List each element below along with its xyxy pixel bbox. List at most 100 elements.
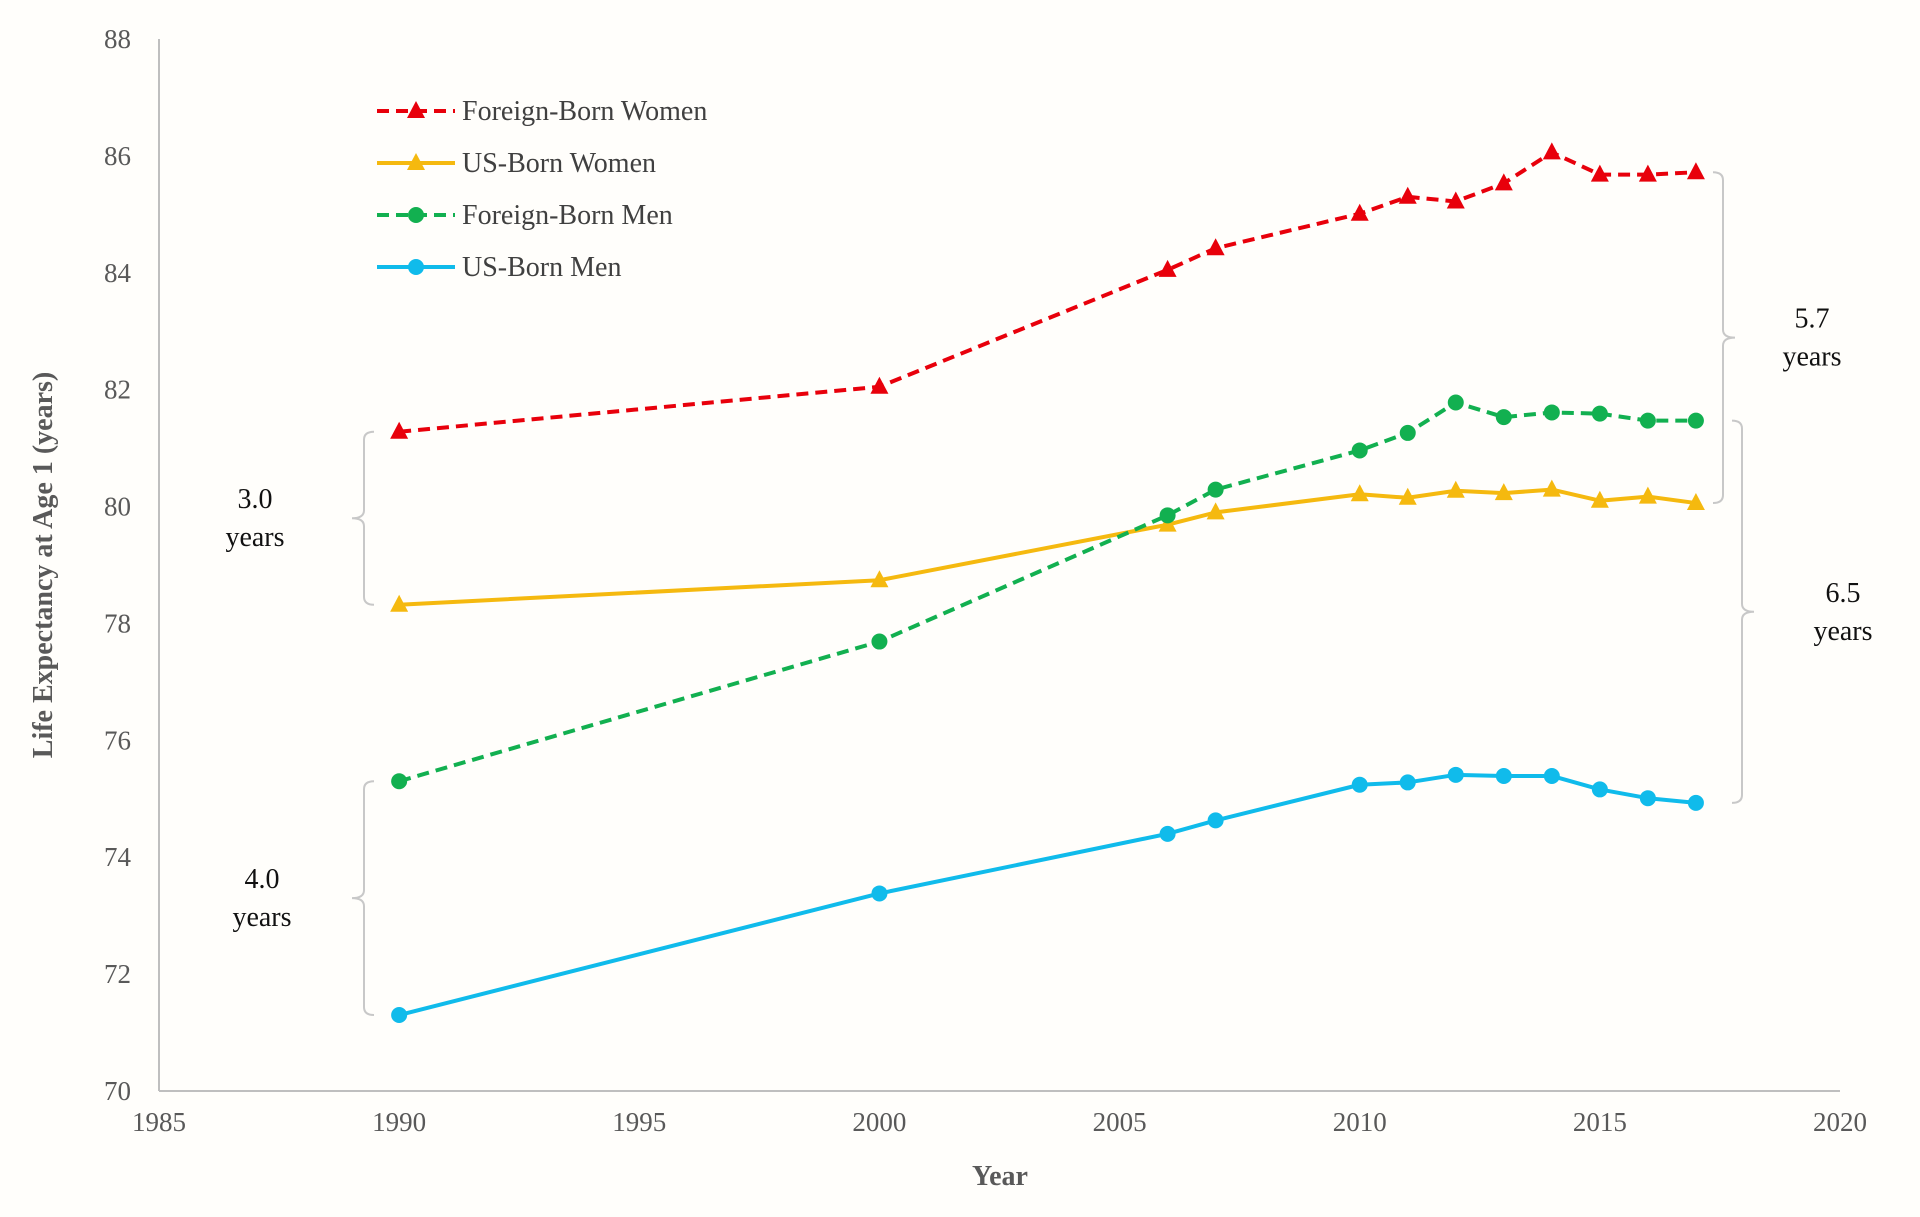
- legend-label: Foreign-Born Women: [462, 96, 707, 127]
- y-tick-label: 78: [104, 608, 131, 638]
- series-line: [398, 400, 1696, 784]
- legend: Foreign-Born Women US-Born Women Foreign-B…: [377, 96, 707, 283]
- data-point: [1350, 484, 1369, 502]
- series-line: [398, 772, 1697, 1017]
- series-group: [390, 142, 1705, 1024]
- brace-icon: [1712, 171, 1736, 505]
- data-point: [871, 633, 888, 650]
- legend-item: Foreign-Born Women: [377, 96, 707, 127]
- gap-annotation: 3.0 years: [225, 430, 375, 606]
- x-tick-label: 2020: [1813, 1107, 1867, 1137]
- legend-label: US-Born Men: [462, 252, 621, 283]
- gap-annotation: 5.7 years: [1712, 171, 1842, 505]
- data-point: [1543, 404, 1560, 421]
- data-point: [1590, 490, 1609, 508]
- data-point: [1206, 502, 1225, 520]
- y-tick-label: 86: [104, 141, 131, 171]
- data-point: [1686, 162, 1705, 180]
- data-point: [390, 421, 409, 439]
- data-point: [1686, 493, 1705, 511]
- data-point: [870, 376, 889, 394]
- data-point: [1446, 191, 1465, 209]
- y-tick-label: 74: [104, 842, 132, 872]
- data-point: [1159, 825, 1176, 842]
- data-point: [1542, 142, 1561, 160]
- data-point: [1687, 412, 1704, 429]
- y-tick-label: 84: [104, 258, 132, 288]
- x-tick-label: 2005: [1093, 1107, 1147, 1137]
- data-point: [1638, 164, 1657, 182]
- data-point: [391, 1007, 408, 1024]
- y-tick-label: 88: [104, 24, 131, 54]
- data-point: [1590, 164, 1609, 182]
- data-point: [1494, 483, 1513, 501]
- y-tick-label: 70: [104, 1076, 131, 1106]
- data-point: [1639, 412, 1656, 429]
- data-point: [1350, 203, 1369, 221]
- series-us-born-men: [391, 766, 1704, 1024]
- data-point: [1206, 238, 1225, 256]
- annotation-value: 4.0: [245, 864, 280, 895]
- data-point: [1351, 442, 1368, 459]
- annotation-value: 6.5: [1826, 578, 1861, 609]
- annotation-unit: years: [1782, 342, 1841, 373]
- x-tick-label: 2010: [1333, 1107, 1387, 1137]
- legend-marker: [408, 207, 424, 223]
- data-point: [1687, 794, 1704, 811]
- y-axis-title: Life Expectancy at Age 1 (years): [28, 372, 59, 758]
- axes: 70 72 74 76 78 80 82 84 86 88 1985 1990 1995 2000 2005…: [104, 24, 1867, 1137]
- data-point: [870, 570, 889, 588]
- annotation-unit: years: [1813, 616, 1872, 647]
- data-point: [1591, 781, 1608, 798]
- series-line: [399, 487, 1697, 607]
- data-point: [871, 885, 888, 902]
- data-point: [1494, 173, 1513, 191]
- data-point: [1398, 487, 1417, 505]
- data-point: [1207, 812, 1224, 829]
- data-point: [1543, 767, 1560, 784]
- annotation-value: 3.0: [238, 484, 273, 515]
- data-point: [1639, 790, 1656, 807]
- data-point: [1495, 409, 1512, 426]
- data-point: [391, 773, 408, 790]
- data-point: [1638, 486, 1657, 504]
- y-tick-label: 80: [104, 492, 131, 522]
- brace-icon: [351, 780, 375, 1017]
- y-tick-label: 76: [104, 725, 131, 755]
- y-tick-label: 82: [104, 375, 131, 405]
- series-us-born-women: [390, 479, 1705, 612]
- x-tick-label: 1995: [612, 1107, 666, 1137]
- legend-marker: [407, 153, 425, 170]
- data-point: [390, 594, 409, 612]
- gap-annotation: 4.0 years: [232, 780, 375, 1017]
- series-line: [398, 150, 1697, 434]
- annotation-unit: years: [225, 522, 284, 553]
- legend-marker: [408, 259, 424, 275]
- data-point: [1446, 480, 1465, 498]
- annotation-value: 5.7: [1795, 304, 1830, 335]
- legend-label: Foreign-Born Men: [462, 200, 673, 231]
- x-tick-label: 2015: [1573, 1107, 1627, 1137]
- data-point: [1591, 405, 1608, 422]
- legend-label: US-Born Women: [462, 148, 656, 179]
- data-point: [1351, 776, 1368, 793]
- series-foreign-born-men: [391, 394, 1704, 790]
- legend-marker: [407, 101, 425, 118]
- legend-item: Foreign-Born Men: [377, 200, 673, 231]
- x-axis-title: Year: [972, 1161, 1028, 1192]
- data-point: [1398, 186, 1417, 204]
- data-point: [1399, 424, 1416, 441]
- y-tick-label: 72: [104, 959, 131, 989]
- data-point: [1495, 767, 1512, 784]
- data-point: [1158, 259, 1177, 277]
- brace-icon: [351, 430, 375, 606]
- legend-item: US-Born Men: [377, 252, 621, 283]
- brace-icon: [1731, 419, 1755, 804]
- x-tick-label: 1990: [372, 1107, 426, 1137]
- data-point: [1207, 481, 1224, 498]
- data-point: [1399, 774, 1416, 791]
- data-point: [1447, 766, 1464, 783]
- annotation-unit: years: [232, 902, 291, 933]
- series-foreign-born-women: [390, 142, 1705, 439]
